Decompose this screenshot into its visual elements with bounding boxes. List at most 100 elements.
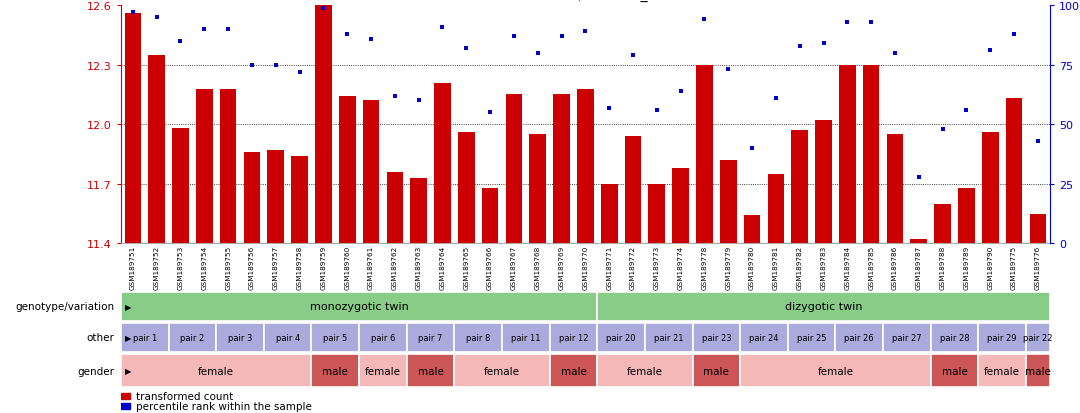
Text: pair 12: pair 12	[558, 333, 589, 342]
Bar	[978, 323, 1026, 352]
Bar	[815, 121, 832, 244]
Text: pair 5: pair 5	[323, 333, 348, 342]
Bar	[148, 56, 165, 244]
Text: female: female	[199, 366, 234, 376]
Bar	[121, 404, 131, 409]
Bar	[792, 131, 808, 244]
Text: female: female	[984, 366, 1021, 376]
Bar	[311, 323, 360, 352]
Bar	[910, 240, 927, 244]
Text: pair 7: pair 7	[418, 333, 443, 342]
Bar	[220, 89, 237, 244]
Bar	[1005, 99, 1023, 244]
Bar	[863, 66, 879, 244]
Bar	[1026, 323, 1050, 352]
Bar	[887, 135, 903, 244]
Bar	[216, 323, 264, 352]
Text: pair 11: pair 11	[511, 333, 541, 342]
Text: pair 8: pair 8	[465, 333, 490, 342]
Text: transformed count: transformed count	[136, 391, 233, 401]
Bar	[883, 323, 931, 352]
Bar	[264, 323, 311, 352]
Text: pair 4: pair 4	[275, 333, 300, 342]
Bar	[311, 354, 360, 387]
Text: pair 6: pair 6	[370, 333, 395, 342]
Text: pair 25: pair 25	[797, 333, 826, 342]
Bar	[360, 354, 407, 387]
Bar	[836, 323, 883, 352]
Text: pair 2: pair 2	[180, 333, 204, 342]
Bar	[740, 354, 931, 387]
Text: monozygotic twin: monozygotic twin	[310, 301, 408, 312]
Bar	[529, 135, 546, 244]
Bar	[982, 133, 999, 244]
Bar	[553, 95, 570, 244]
Bar	[931, 323, 978, 352]
Bar	[502, 323, 550, 352]
Text: pair 1: pair 1	[133, 333, 157, 342]
Text: pair 22: pair 22	[1023, 333, 1053, 342]
Text: pair 24: pair 24	[750, 333, 779, 342]
Text: female: female	[484, 366, 519, 376]
Text: pair 23: pair 23	[702, 333, 731, 342]
Text: genotype/variation: genotype/variation	[15, 301, 114, 312]
Bar	[597, 323, 645, 352]
Text: male: male	[418, 366, 444, 376]
Bar	[624, 137, 642, 244]
Text: pair 26: pair 26	[845, 333, 874, 342]
Bar	[455, 354, 550, 387]
Text: male: male	[703, 366, 729, 376]
Bar	[172, 129, 189, 244]
Text: male: male	[942, 366, 968, 376]
Text: ▶: ▶	[125, 366, 132, 375]
Bar	[360, 323, 407, 352]
Text: female: female	[818, 366, 853, 376]
Bar	[577, 89, 594, 244]
Title: GDS3630 / 201368_at: GDS3630 / 201368_at	[509, 0, 662, 2]
Bar	[740, 323, 787, 352]
Text: other: other	[86, 332, 114, 343]
Bar	[455, 323, 502, 352]
Bar	[407, 354, 455, 387]
Bar	[505, 95, 523, 244]
Bar	[645, 323, 692, 352]
Text: dizygotic twin: dizygotic twin	[785, 301, 862, 312]
Bar	[672, 169, 689, 244]
Text: female: female	[626, 366, 663, 376]
Bar	[244, 153, 260, 244]
Bar	[978, 354, 1026, 387]
Text: pair 21: pair 21	[654, 333, 684, 342]
Bar	[1029, 214, 1047, 244]
Bar	[407, 323, 455, 352]
Bar	[292, 157, 308, 244]
Text: pair 28: pair 28	[940, 333, 970, 342]
Bar	[931, 354, 978, 387]
Bar	[121, 354, 311, 387]
Text: pair 3: pair 3	[228, 333, 253, 342]
Bar	[458, 133, 474, 244]
Text: male: male	[322, 366, 348, 376]
Text: male: male	[561, 366, 586, 376]
Bar	[124, 14, 141, 244]
Bar	[482, 188, 499, 244]
Bar	[768, 174, 784, 244]
Text: ▶: ▶	[125, 302, 132, 311]
Bar	[168, 323, 216, 352]
Bar	[648, 184, 665, 244]
Bar	[597, 354, 692, 387]
Bar	[600, 184, 618, 244]
Text: percentile rank within the sample: percentile rank within the sample	[136, 401, 311, 411]
Bar	[744, 216, 760, 244]
Bar	[697, 66, 713, 244]
Text: pair 29: pair 29	[987, 333, 1017, 342]
Bar	[387, 173, 403, 244]
Bar	[121, 323, 168, 352]
Bar	[597, 292, 1050, 321]
Text: pair 20: pair 20	[606, 333, 636, 342]
Bar	[339, 97, 355, 244]
Text: gender: gender	[78, 366, 114, 376]
Bar	[934, 204, 950, 244]
Text: male: male	[1025, 366, 1051, 376]
Bar	[550, 323, 597, 352]
Bar	[121, 292, 597, 321]
